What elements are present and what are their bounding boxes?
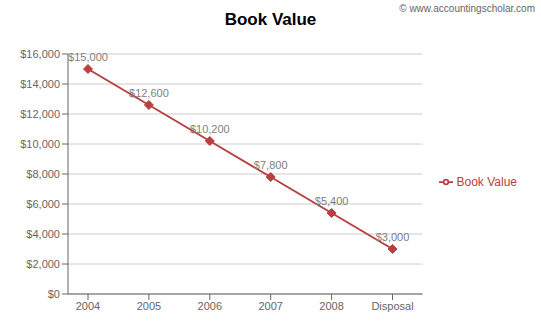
svg-text:Disposal: Disposal	[371, 300, 413, 312]
svg-text:$12,600: $12,600	[129, 87, 169, 99]
svg-text:$12,000: $12,000	[20, 108, 60, 120]
svg-text:$4,000: $4,000	[26, 228, 60, 240]
svg-text:$2,000: $2,000	[26, 258, 60, 270]
svg-text:$10,000: $10,000	[20, 138, 60, 150]
svg-text:$16,000: $16,000	[20, 48, 60, 60]
svg-text:2004: 2004	[76, 300, 100, 312]
svg-text:2007: 2007	[258, 300, 282, 312]
svg-text:$15,000: $15,000	[68, 51, 108, 63]
svg-text:$14,000: $14,000	[20, 78, 60, 90]
svg-text:$7,800: $7,800	[254, 159, 288, 171]
svg-text:$8,000: $8,000	[26, 168, 60, 180]
svg-text:2006: 2006	[198, 300, 222, 312]
svg-text:$3,000: $3,000	[376, 231, 410, 243]
svg-text:$0: $0	[48, 288, 60, 300]
html-text:Book Value: Book Value	[456, 174, 517, 189]
svg-text:2008: 2008	[319, 300, 343, 312]
html-text:© www.accountingscholar.com: © www.accountingscholar.com	[399, 3, 535, 14]
svg-text:$5,400: $5,400	[315, 195, 349, 207]
html-text:Book Value: Book Value	[224, 10, 317, 29]
svg-text:$10,200: $10,200	[190, 123, 230, 135]
svg-text:2005: 2005	[137, 300, 161, 312]
svg-text:$6,000: $6,000	[26, 198, 60, 210]
